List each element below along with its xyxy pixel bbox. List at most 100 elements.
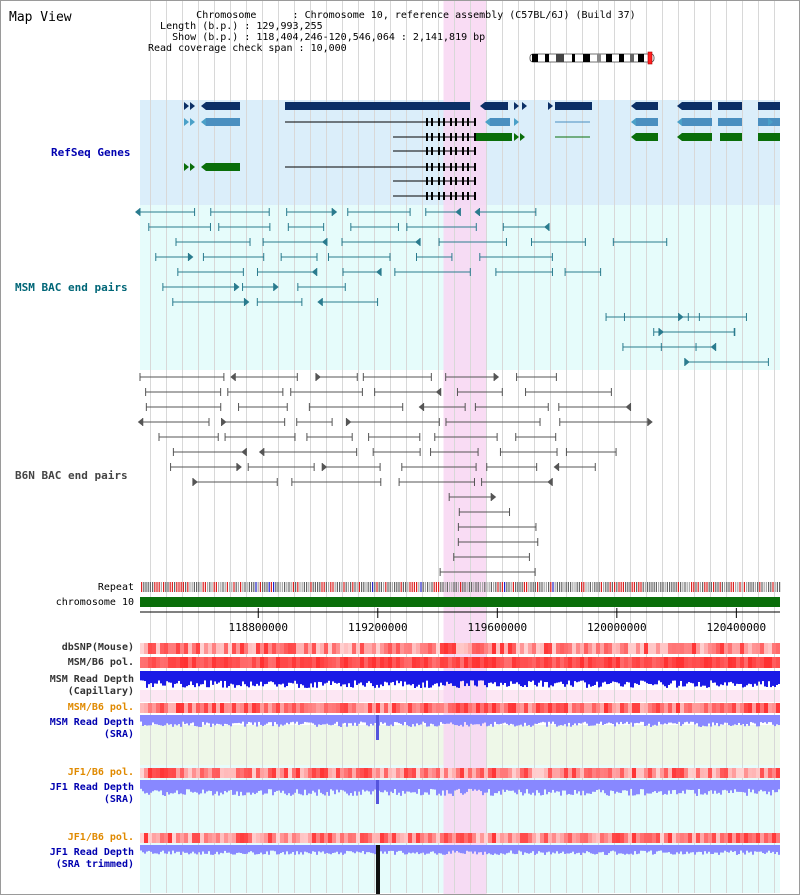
repeat-mark [757,582,759,592]
heat-cell [416,703,420,713]
heat-cell [248,768,252,778]
track-label-msm-b6-pol-2: MSM/B6 pol. [67,702,134,713]
depth-bar [298,671,300,688]
repeat-mark [202,582,204,592]
heat-cell [200,768,204,778]
heat-cell [564,703,568,713]
heat-cell [404,643,408,654]
heat-cell [548,768,552,778]
heat-cell [688,768,692,778]
heat-cell [216,768,220,778]
depth-bar [492,845,494,855]
repeat-mark [251,582,253,592]
depth-bar [152,671,154,688]
heat-cell [708,643,712,654]
msm-depth-cap-line2: (Capillary) [67,686,134,697]
depth-bar [654,780,656,792]
depth-bar [746,715,748,724]
heat-cell [248,703,252,713]
heat-cell [776,768,780,778]
depth-bar [516,780,518,795]
heat-cell [372,703,376,713]
heat-cell [220,703,224,713]
depth-bar [286,671,288,687]
depth-bar [324,671,326,684]
depth-bar [672,845,674,855]
repeat-mark [292,582,294,592]
depth-bar [464,671,466,687]
gene-exon [450,177,452,185]
repeat-mark [517,582,519,592]
heat-cell [236,643,240,654]
depth-bar [662,715,664,725]
depth-bar [700,780,702,795]
depth-bar [188,671,190,686]
heat-cell [144,703,148,713]
depth-bar [508,780,510,791]
repeat-mark [605,582,607,592]
depth-bar [548,671,550,688]
depth-bar [458,845,460,853]
heat-cell [656,833,660,843]
depth-bar [496,845,498,855]
depth-bar [608,845,610,854]
depth-bar [518,715,520,726]
repeat-mark [350,582,352,592]
depth-bar [544,715,546,723]
depth-bar [712,780,714,794]
heat-cell [636,768,640,778]
heat-cell [168,833,172,843]
strand-arrow [625,403,631,411]
heat-cell [652,768,656,778]
depth-bar [348,715,350,724]
heat-cell [224,657,228,668]
depth-bar [208,845,210,852]
depth-bar [756,845,758,852]
gene-exon [443,177,445,185]
depth-bar [602,845,604,852]
gene-exon [426,118,428,126]
gene-exon [455,118,457,126]
strand-arrow [201,118,206,126]
depth-bar [192,671,194,686]
heat-cell [536,657,540,668]
depth-bar [312,715,314,724]
repeat-mark [479,582,481,592]
heat-cell [616,768,620,778]
heat-cell [480,833,484,843]
depth-bar [350,780,352,794]
depth-bar [604,780,606,794]
track-label-jf1-depth-trimmed: JF1 Read Depth (SRA trimmed) [50,847,134,871]
heat-cell [704,703,708,713]
depth-bar [200,671,202,685]
heat-cell [660,643,664,654]
heat-cell [516,833,520,843]
depth-bar [388,715,390,726]
depth-bar [584,671,586,683]
heat-cell [480,657,484,668]
repeat-mark [570,582,572,592]
depth-bar [166,780,168,793]
depth-bar [328,715,330,725]
map-view-title: Map View [9,10,72,25]
depth-bar [144,715,146,725]
depth-bar [552,845,554,853]
heat-cell [404,657,408,668]
depth-bar [742,780,744,793]
depth-bar [242,715,244,722]
heat-cell [364,768,368,778]
depth-bar [290,671,292,683]
heat-cell [156,833,160,843]
repeat-mark [262,582,264,592]
depth-bar [392,671,394,682]
depth-bar [298,715,300,725]
depth-bar [370,780,372,795]
heat-cell [456,833,460,843]
depth-bar [418,845,420,855]
repeat-mark [176,582,178,592]
depth-bar [398,780,400,793]
heat-cell [760,643,764,654]
depth-bar [186,780,188,790]
heat-cell [732,768,736,778]
